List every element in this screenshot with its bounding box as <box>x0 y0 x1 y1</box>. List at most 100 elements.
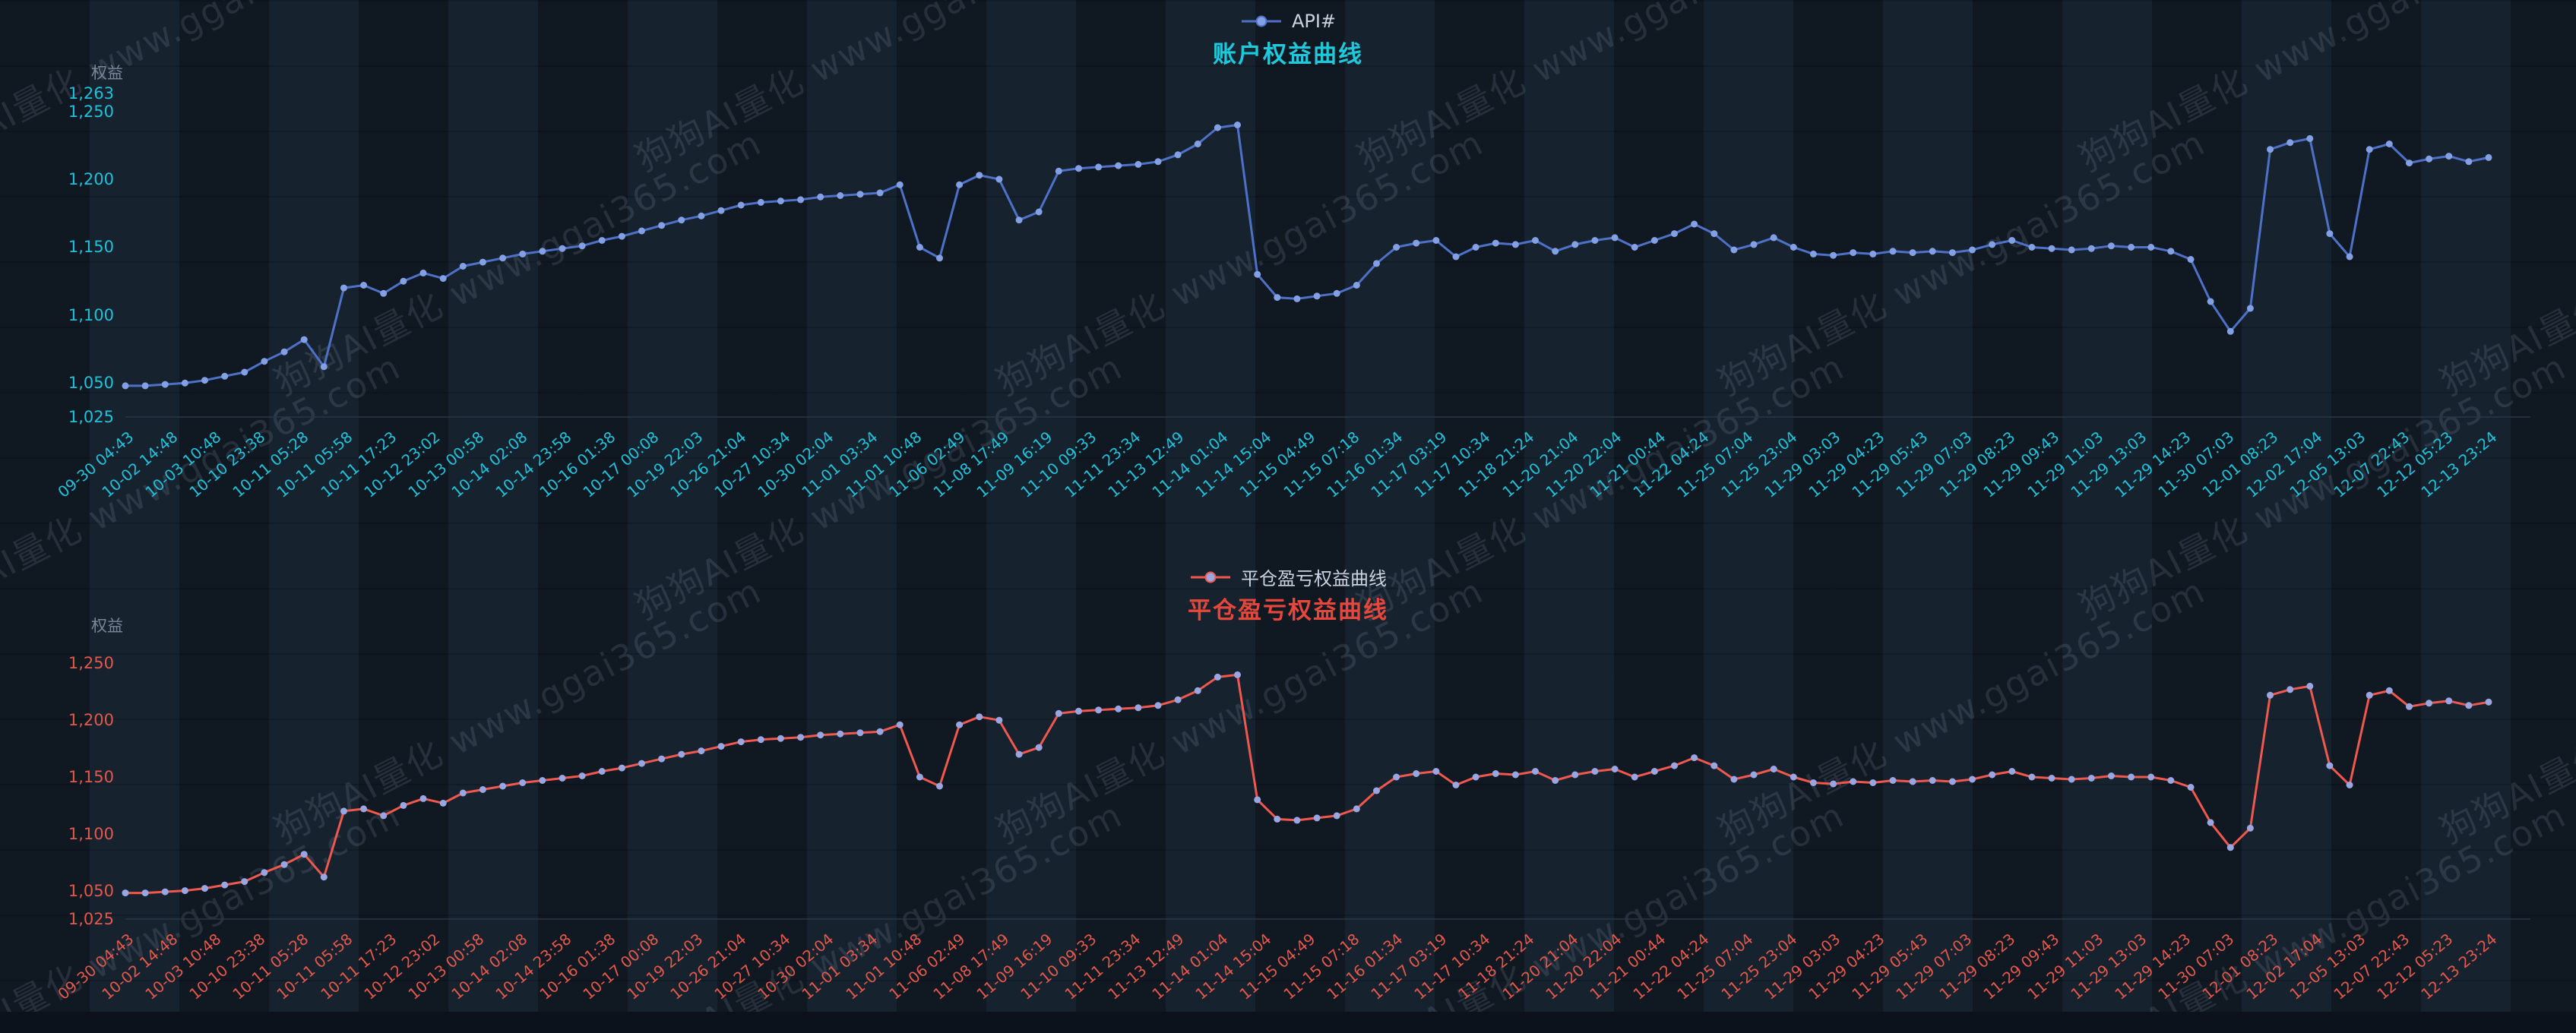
data-point[interactable] <box>1194 687 1201 694</box>
data-point[interactable] <box>1393 773 1400 781</box>
data-point[interactable] <box>280 861 288 868</box>
data-point[interactable] <box>419 794 427 802</box>
data-point[interactable] <box>539 777 546 784</box>
data-point[interactable] <box>2068 776 2075 783</box>
data-point[interactable] <box>976 713 983 721</box>
data-point[interactable] <box>1691 754 1698 762</box>
data-point[interactable] <box>797 734 805 741</box>
data-point[interactable] <box>1850 778 1857 785</box>
data-point[interactable] <box>2028 773 2036 781</box>
data-point[interactable] <box>1511 771 1519 779</box>
data-point[interactable] <box>1174 696 1182 703</box>
data-point[interactable] <box>1889 777 1897 784</box>
data-point[interactable] <box>459 789 467 797</box>
data-point[interactable] <box>1869 779 1877 786</box>
data-point[interactable] <box>122 889 129 897</box>
data-point[interactable] <box>1809 779 1817 786</box>
data-point[interactable] <box>638 760 645 767</box>
data-point[interactable] <box>1710 762 1718 769</box>
data-point[interactable] <box>1095 706 1103 714</box>
data-point[interactable] <box>737 738 745 746</box>
data-point[interactable] <box>1492 770 1499 777</box>
data-point[interactable] <box>1532 768 1539 775</box>
data-point[interactable] <box>400 801 407 809</box>
data-point[interactable] <box>757 736 764 744</box>
data-point[interactable] <box>717 743 725 750</box>
data-point[interactable] <box>856 729 864 737</box>
data-point[interactable] <box>1333 812 1340 820</box>
data-point[interactable] <box>2426 700 2433 707</box>
data-point[interactable] <box>2465 702 2473 709</box>
data-point[interactable] <box>618 764 625 772</box>
data-point[interactable] <box>1413 770 1420 777</box>
data-point[interactable] <box>2445 697 2453 705</box>
data-point[interactable] <box>241 878 248 886</box>
data-point[interactable] <box>1432 768 1440 775</box>
data-point[interactable] <box>1948 778 1956 785</box>
data-point[interactable] <box>2267 691 2274 699</box>
legend-account[interactable]: API# <box>0 11 2576 32</box>
data-point[interactable] <box>1790 773 1797 781</box>
data-point[interactable] <box>2107 772 2115 779</box>
data-point[interactable] <box>598 768 606 775</box>
data-point[interactable] <box>161 888 169 896</box>
data-point[interactable] <box>956 721 964 728</box>
data-point[interactable] <box>777 734 784 742</box>
data-point[interactable] <box>2406 703 2413 710</box>
data-point[interactable] <box>1274 815 1281 823</box>
data-point[interactable] <box>1353 805 1360 813</box>
data-point[interactable] <box>340 807 347 815</box>
data-point[interactable] <box>916 773 923 781</box>
data-point[interactable] <box>1214 673 1221 681</box>
data-point[interactable] <box>439 799 447 807</box>
data-point[interactable] <box>1929 777 1936 784</box>
data-point[interactable] <box>1750 771 1758 779</box>
data-point[interactable] <box>2346 782 2353 788</box>
data-point[interactable] <box>936 782 943 790</box>
data-point[interactable] <box>1591 768 1599 775</box>
data-point[interactable] <box>1671 762 1678 769</box>
data-point[interactable] <box>1969 776 1976 783</box>
data-point[interactable] <box>181 887 188 895</box>
data-point[interactable] <box>2167 777 2175 784</box>
data-point[interactable] <box>320 873 328 881</box>
data-point[interactable] <box>2326 762 2334 769</box>
data-point[interactable] <box>2207 819 2214 826</box>
data-point[interactable] <box>2366 691 2373 699</box>
data-point[interactable] <box>1452 782 1460 788</box>
data-point[interactable] <box>1254 796 1261 804</box>
data-point[interactable] <box>1373 787 1380 794</box>
legend-closed-pnl[interactable]: 平仓盈亏权益曲线 <box>0 564 2576 590</box>
data-point[interactable] <box>2226 844 2234 851</box>
data-point[interactable] <box>479 786 486 793</box>
data-point[interactable] <box>1234 671 1241 678</box>
data-point[interactable] <box>261 869 268 877</box>
data-point[interactable] <box>1730 776 1738 783</box>
data-point[interactable] <box>896 721 903 728</box>
data-point[interactable] <box>2008 768 2016 775</box>
data-point[interactable] <box>499 782 507 790</box>
data-point[interactable] <box>380 812 388 820</box>
data-point[interactable] <box>2246 824 2254 832</box>
data-point[interactable] <box>1631 773 1638 781</box>
data-point[interactable] <box>837 730 844 738</box>
data-point[interactable] <box>1313 814 1321 822</box>
data-point[interactable] <box>559 775 566 782</box>
data-point[interactable] <box>2048 775 2055 782</box>
data-point[interactable] <box>817 731 824 739</box>
data-point[interactable] <box>2128 773 2135 781</box>
data-point[interactable] <box>2087 775 2095 782</box>
data-point[interactable] <box>1115 705 1122 712</box>
data-point[interactable] <box>2485 698 2492 706</box>
data-point[interactable] <box>578 772 586 779</box>
data-point[interactable] <box>1293 817 1301 824</box>
data-point[interactable] <box>360 805 368 813</box>
data-point[interactable] <box>698 747 705 755</box>
data-point[interactable] <box>1075 707 1082 715</box>
data-point[interactable] <box>995 716 1003 724</box>
data-point[interactable] <box>1135 704 1142 712</box>
data-point[interactable] <box>2187 784 2195 791</box>
data-point[interactable] <box>519 779 527 786</box>
data-point[interactable] <box>141 889 149 897</box>
data-point[interactable] <box>1770 766 1777 772</box>
